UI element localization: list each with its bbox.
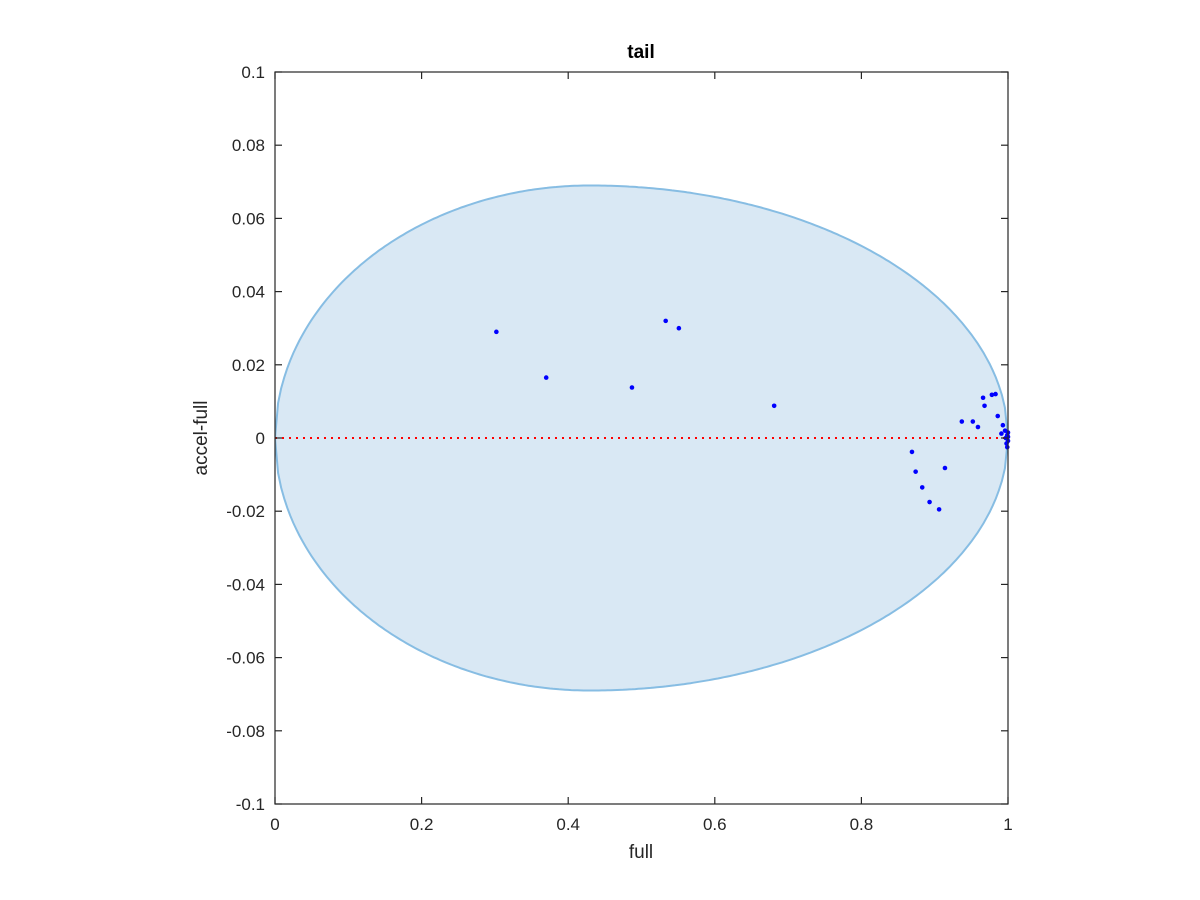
data-point bbox=[995, 413, 1001, 419]
x-tick-label: 1 bbox=[1003, 815, 1012, 834]
data-point bbox=[942, 465, 948, 471]
data-point bbox=[909, 449, 915, 455]
confidence-region bbox=[275, 184, 1008, 692]
x-tick-label: 0.6 bbox=[703, 815, 727, 834]
region-layer bbox=[275, 184, 1008, 692]
data-point bbox=[970, 419, 976, 424]
y-tick-label: 0.04 bbox=[232, 283, 265, 302]
data-point bbox=[1004, 444, 1010, 450]
axes: 0 0.2 0.4 0.6 0.8 1 -0.1 -0.08 -0.06 -0.04 -0.02 0 0… bbox=[226, 63, 1012, 834]
data-point bbox=[936, 507, 942, 512]
data-point bbox=[980, 395, 986, 401]
y-tick-label: -0.08 bbox=[226, 722, 265, 741]
chart-title: tail bbox=[627, 42, 654, 63]
data-point bbox=[1000, 422, 1006, 428]
data-point bbox=[999, 431, 1004, 436]
x-axis-label: full bbox=[629, 842, 653, 863]
y-tick-label: 0 bbox=[256, 429, 265, 448]
data-point bbox=[629, 385, 635, 390]
data-point bbox=[913, 469, 918, 474]
data-point bbox=[494, 329, 499, 335]
x-tick-label: 0.2 bbox=[410, 815, 434, 834]
data-point bbox=[676, 325, 682, 331]
data-point bbox=[919, 485, 925, 490]
data-point bbox=[543, 375, 549, 380]
y-tick-label: -0.1 bbox=[236, 795, 265, 814]
y-tick-label: 0.1 bbox=[241, 63, 265, 82]
y-tick-label: 0.08 bbox=[232, 136, 265, 155]
data-point bbox=[989, 392, 995, 398]
x-tick-label: 0.8 bbox=[850, 815, 874, 834]
data-point bbox=[993, 391, 998, 397]
x-tick-label: 0 bbox=[270, 815, 279, 834]
y-tick-label: -0.02 bbox=[226, 502, 265, 521]
x-tick-label: 0.4 bbox=[556, 815, 580, 834]
data-point bbox=[982, 403, 987, 409]
data-point bbox=[959, 419, 965, 424]
data-point bbox=[975, 424, 981, 430]
data-point bbox=[663, 318, 668, 324]
data-point bbox=[771, 403, 777, 409]
y-tick-label: 0.06 bbox=[232, 209, 265, 228]
y-tick-label: 0.02 bbox=[232, 356, 265, 375]
y-axis-label: accel-full bbox=[191, 401, 212, 476]
data-point bbox=[927, 499, 932, 505]
y-tick-label: -0.06 bbox=[226, 649, 265, 668]
y-tick-label: -0.04 bbox=[226, 575, 265, 594]
